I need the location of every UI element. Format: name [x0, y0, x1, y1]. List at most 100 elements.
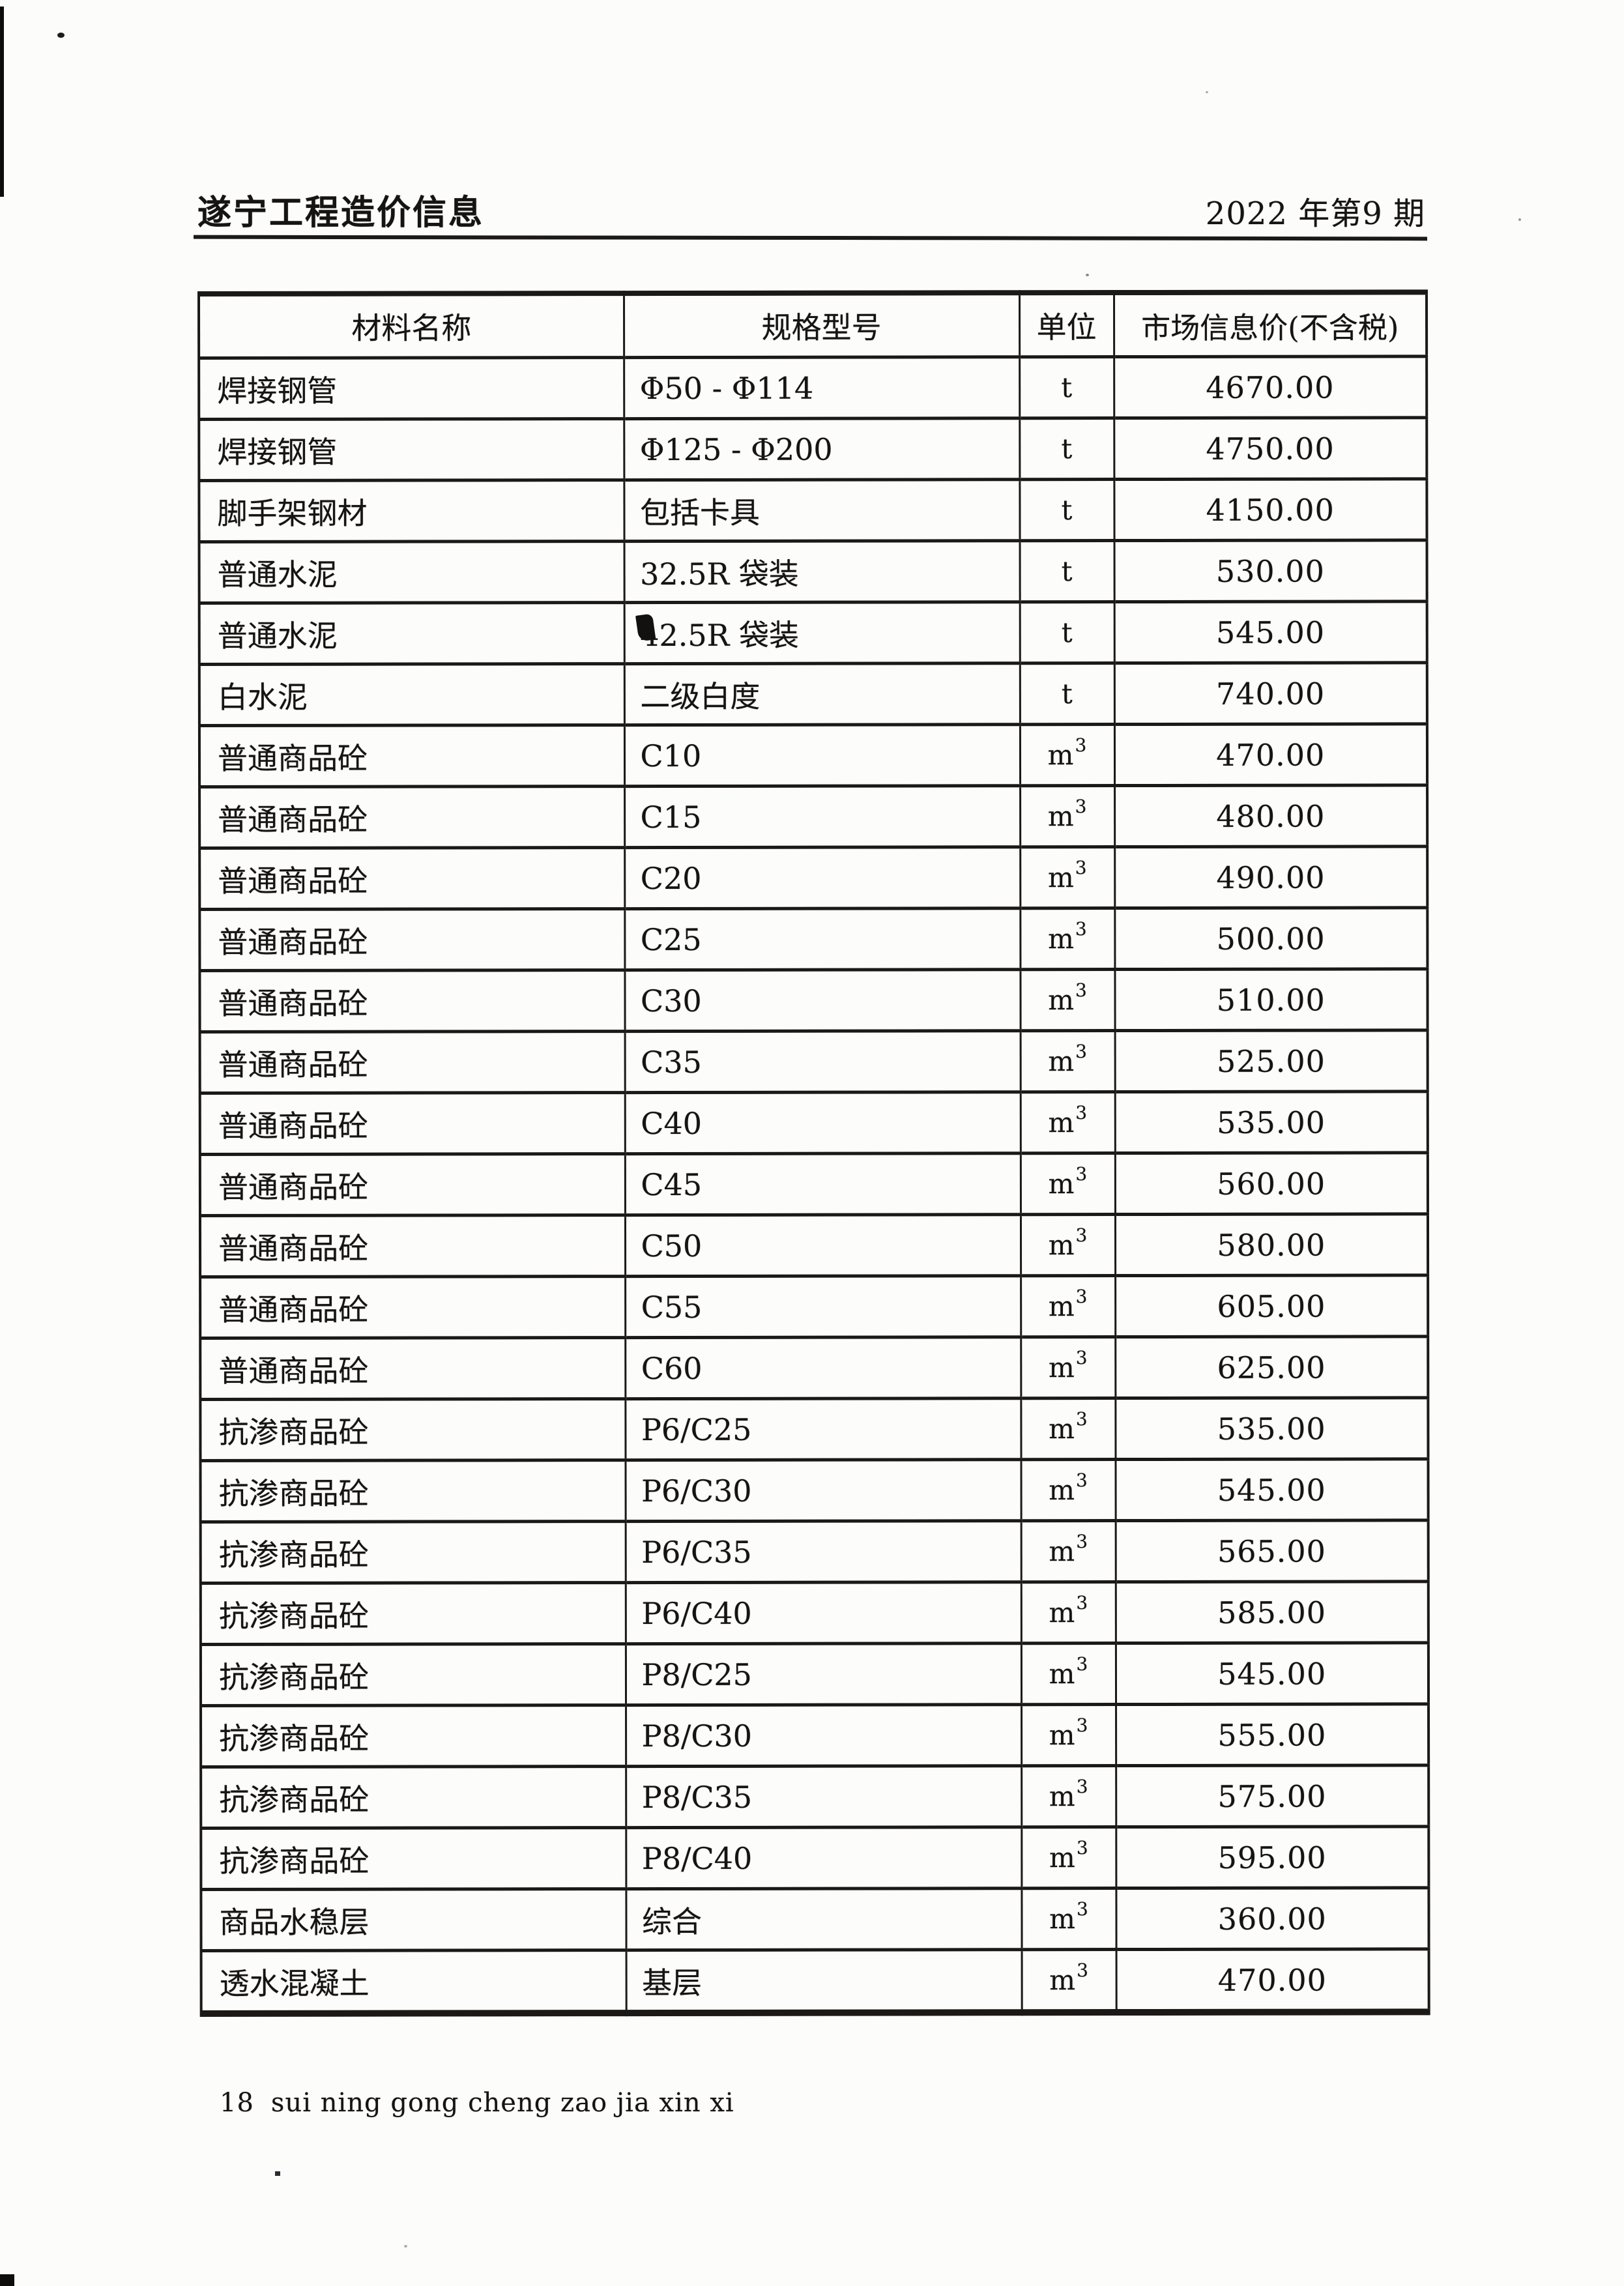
- spec-cell: 二级白度: [624, 663, 1020, 725]
- table-row: 抗渗商品砼 P8/C25 m3 545.00: [200, 1642, 1429, 1706]
- spec-cell: C55: [625, 1275, 1021, 1338]
- table-row: 焊接钢管 Φ50 - Φ114 t 4670.00: [199, 356, 1427, 420]
- unit-base: m: [1048, 1352, 1075, 1384]
- material-name-cell: 焊接钢管: [199, 418, 624, 481]
- unit-base: m: [1048, 1045, 1075, 1078]
- material-name-cell: 普通商品砼: [200, 1337, 626, 1400]
- unit-superscript: 3: [1075, 1102, 1088, 1124]
- scan-speck: [57, 33, 65, 38]
- spec-cell: P6/C35: [625, 1520, 1021, 1583]
- unit-superscript: 3: [1077, 1960, 1088, 1982]
- unit-base: m: [1049, 1658, 1075, 1690]
- price-cell: 545.00: [1114, 601, 1427, 663]
- unit-base: t: [1061, 555, 1073, 588]
- unit-superscript: 3: [1075, 1408, 1088, 1430]
- spec-cell: C10: [624, 724, 1021, 787]
- price-cell: 525.00: [1114, 1030, 1428, 1092]
- unit-base: m: [1049, 1780, 1075, 1813]
- material-price-table: 材料名称 规格型号 单位 市场信息价(不含税) 焊接钢管 Φ50 - Φ114 t 4…: [197, 289, 1430, 2017]
- spec-cell: 42.5R 袋装: [624, 601, 1020, 664]
- unit-cell: m3: [1020, 969, 1115, 1031]
- price-cell: 545.00: [1115, 1642, 1429, 1705]
- unit-cell: m3: [1021, 1765, 1116, 1827]
- spec-cell: P6/C30: [625, 1459, 1021, 1522]
- footer-pinyin: sui ning gong cheng zao jia xin xi: [270, 2088, 734, 2118]
- unit-cell: m3: [1020, 1153, 1115, 1215]
- price-cell: 480.00: [1114, 785, 1428, 847]
- material-name-cell: 抗渗商品砼: [200, 1460, 626, 1522]
- table-row: 抗渗商品砼 P8/C35 m3 575.00: [201, 1765, 1429, 1829]
- price-cell: 500.00: [1114, 907, 1428, 970]
- scan-corner-artifact: [0, 2274, 14, 2286]
- unit-superscript: 3: [1076, 1531, 1088, 1553]
- material-name-cell: 普通商品砼: [199, 1031, 625, 1093]
- spec-cell: C60: [625, 1337, 1021, 1399]
- price-cell: 580.00: [1114, 1213, 1428, 1276]
- journal-title: 遂宁工程造价信息: [197, 193, 485, 233]
- material-name-cell: 普通商品砼: [200, 1276, 626, 1338]
- price-cell: 555.00: [1116, 1703, 1429, 1766]
- scan-speck: [1086, 274, 1089, 276]
- unit-base: m: [1047, 739, 1074, 772]
- unit-cell: m3: [1021, 1704, 1116, 1766]
- spec-cell: C45: [624, 1153, 1021, 1215]
- price-cell: 560.00: [1114, 1152, 1428, 1215]
- unit-cell: m3: [1021, 1643, 1116, 1705]
- material-name-cell: 抗渗商品砼: [201, 1827, 626, 1890]
- column-header-spec-model: 规格型号: [624, 293, 1020, 358]
- table-row: 抗渗商品砼 P6/C40 m3 585.00: [200, 1581, 1428, 1645]
- unit-base: m: [1049, 1597, 1075, 1629]
- price-cell: 4150.00: [1114, 478, 1427, 541]
- material-name-cell: 抗渗商品砼: [200, 1582, 626, 1645]
- table-row: 脚手架钢材 包括卡具 t 4150.00: [199, 478, 1427, 542]
- scan-speck: [404, 2245, 407, 2248]
- unit-cell: t: [1019, 663, 1114, 725]
- unit-superscript: 3: [1075, 1347, 1088, 1369]
- column-header-market-price: 市场信息价(不含税): [1114, 292, 1427, 357]
- spec-cell: P6/C25: [625, 1398, 1021, 1460]
- price-cell: 605.00: [1115, 1275, 1428, 1337]
- unit-cell: m3: [1020, 1092, 1115, 1153]
- unit-cell: m3: [1021, 1888, 1116, 1950]
- material-name-cell: 普通商品砼: [199, 908, 625, 971]
- spec-cell: P8/C30: [626, 1704, 1022, 1767]
- unit-superscript: 3: [1075, 857, 1087, 879]
- spec-cell: 32.5R 袋装: [624, 540, 1020, 603]
- unit-superscript: 3: [1076, 1898, 1088, 1920]
- unit-base: t: [1061, 494, 1073, 527]
- material-name-cell: 普通商品砼: [199, 1215, 626, 1277]
- spec-cell: C15: [624, 785, 1021, 848]
- price-cell: 470.00: [1114, 723, 1428, 786]
- unit-base: m: [1048, 1107, 1075, 1139]
- unit-superscript: 3: [1076, 1469, 1088, 1492]
- material-name-cell: 普通水泥: [199, 541, 624, 603]
- page-footer: 18 sui ning gong cheng zao jia xin xi: [220, 2088, 734, 2118]
- spec-cell: C50: [624, 1214, 1021, 1277]
- material-name-cell: 白水泥: [199, 663, 624, 726]
- column-header-material-name: 材料名称: [199, 293, 624, 358]
- price-cell: 575.00: [1116, 1765, 1429, 1827]
- material-name-cell: 透水混凝土: [201, 1950, 626, 2014]
- unit-base: m: [1049, 1903, 1076, 1935]
- unit-superscript: 3: [1075, 918, 1087, 940]
- unit-base: m: [1049, 1719, 1075, 1752]
- price-cell: 530.00: [1114, 540, 1427, 602]
- spec-cell: P8/C35: [626, 1765, 1022, 1828]
- spec-cell: P6/C40: [625, 1582, 1021, 1644]
- price-table-body: 焊接钢管 Φ50 - Φ114 t 4670.00 焊接钢管 Φ125 - Φ200 t 47…: [199, 356, 1429, 2014]
- price-cell: 625.00: [1115, 1336, 1428, 1398]
- unit-cell: m3: [1019, 724, 1115, 786]
- table-row: 普通商品砼 C60 m3 625.00: [200, 1336, 1428, 1400]
- material-name-cell: 抗渗商品砼: [200, 1643, 626, 1706]
- table-row: 普通水泥 32.5R 袋装 t 530.00: [199, 540, 1427, 603]
- table-row: 普通商品砼 C20 m3 490.00: [199, 846, 1428, 910]
- spec-cell: P8/C25: [625, 1643, 1022, 1705]
- table-row: 普通商品砼 C40 m3 535.00: [199, 1091, 1428, 1155]
- spec-cell: C30: [624, 969, 1021, 1032]
- unit-cell: t: [1019, 418, 1114, 480]
- material-name-cell: 普通商品砼: [199, 847, 625, 910]
- price-cell: 565.00: [1115, 1520, 1428, 1582]
- unit-cell: m3: [1021, 1459, 1116, 1521]
- table-row: 普通商品砼 C10 m3 470.00: [199, 723, 1428, 787]
- spec-cell: C25: [624, 908, 1021, 970]
